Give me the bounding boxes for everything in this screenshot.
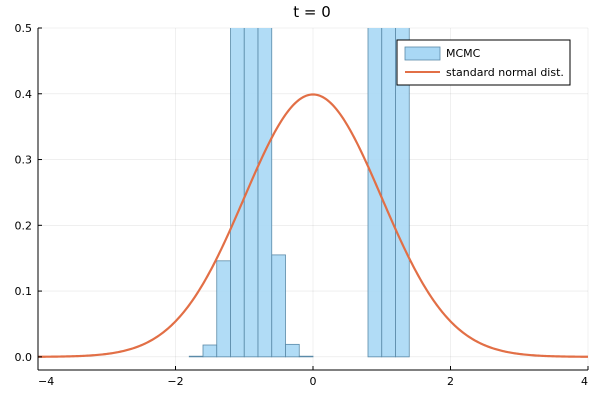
- y-tick-label-0: 0.0: [15, 351, 33, 364]
- histogram-bar-7: [285, 343, 300, 358]
- histogram-bar-6: [271, 254, 286, 358]
- chart-title: t = 0: [293, 3, 331, 21]
- histogram-bar-0: [188, 355, 204, 358]
- x-tick-label-2: 0: [310, 375, 317, 388]
- legend-label-normal: standard normal dist.: [446, 66, 564, 79]
- histogram-bars: [188, 28, 410, 358]
- histogram-bar-4: [243, 28, 259, 358]
- x-tick-label-1: −2: [167, 375, 183, 388]
- y-tick-label-4: 0.4: [15, 88, 33, 101]
- y-tick-label-5: 0.5: [15, 22, 33, 35]
- legend-label-mcmc: MCMC: [446, 47, 481, 60]
- normal-curve-line: [38, 93, 588, 358]
- histogram-bar-8: [298, 355, 314, 358]
- histogram-bar-3: [230, 28, 245, 358]
- histogram-bar-2: [216, 260, 231, 358]
- axes: −4 −2 0 2 4 0.0 0.1 0.2 0.3 0.4 0.5: [15, 22, 589, 388]
- legend-swatch-mcmc: [404, 46, 441, 61]
- normal-curve: [38, 93, 588, 358]
- histogram-bar-13: [367, 28, 383, 358]
- y-tick-label-2: 0.2: [15, 219, 33, 232]
- histogram-bar-14: [381, 28, 396, 358]
- histogram-bar-5: [257, 28, 273, 358]
- histogram-bar-1: [202, 344, 218, 358]
- legend: MCMC standard normal dist.: [396, 39, 571, 86]
- y-tick-label-3: 0.3: [15, 154, 33, 167]
- x-tick-label-0: −4: [38, 375, 54, 388]
- x-tick-label-4: 4: [581, 375, 588, 388]
- y-tick-label-1: 0.1: [15, 285, 33, 298]
- x-tick-label-3: 2: [447, 375, 454, 388]
